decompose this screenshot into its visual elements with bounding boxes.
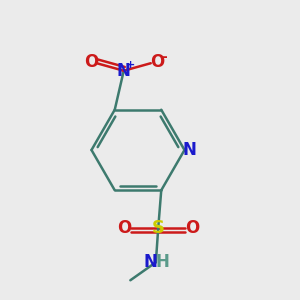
- Text: H: H: [155, 253, 170, 271]
- Text: O: O: [185, 219, 199, 237]
- Text: -: -: [161, 50, 167, 64]
- Text: O: O: [118, 219, 132, 237]
- Text: O: O: [150, 53, 164, 71]
- Text: S: S: [152, 219, 165, 237]
- Text: N: N: [183, 141, 197, 159]
- Text: N: N: [117, 62, 131, 80]
- Text: +: +: [126, 60, 135, 70]
- Text: N: N: [143, 253, 158, 271]
- Text: O: O: [84, 53, 98, 71]
